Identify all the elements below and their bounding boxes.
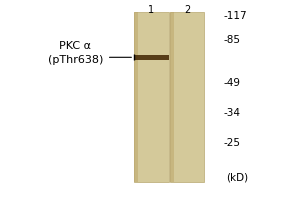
Text: (kD): (kD) bbox=[226, 172, 248, 182]
Text: -85: -85 bbox=[223, 35, 240, 45]
Text: -117: -117 bbox=[223, 11, 247, 21]
Text: 2: 2 bbox=[184, 5, 190, 15]
Text: -25: -25 bbox=[223, 138, 240, 148]
Bar bbox=[134, 12, 169, 182]
Text: (pThr638): (pThr638) bbox=[48, 55, 103, 65]
Text: PKC α: PKC α bbox=[59, 41, 91, 51]
Text: -34: -34 bbox=[223, 108, 240, 118]
Text: 1: 1 bbox=[148, 5, 154, 15]
Text: -49: -49 bbox=[223, 78, 240, 88]
Bar bbox=[170, 12, 205, 182]
Bar bbox=[134, 55, 169, 60]
Bar bbox=[170, 12, 174, 182]
Bar bbox=[134, 12, 138, 182]
